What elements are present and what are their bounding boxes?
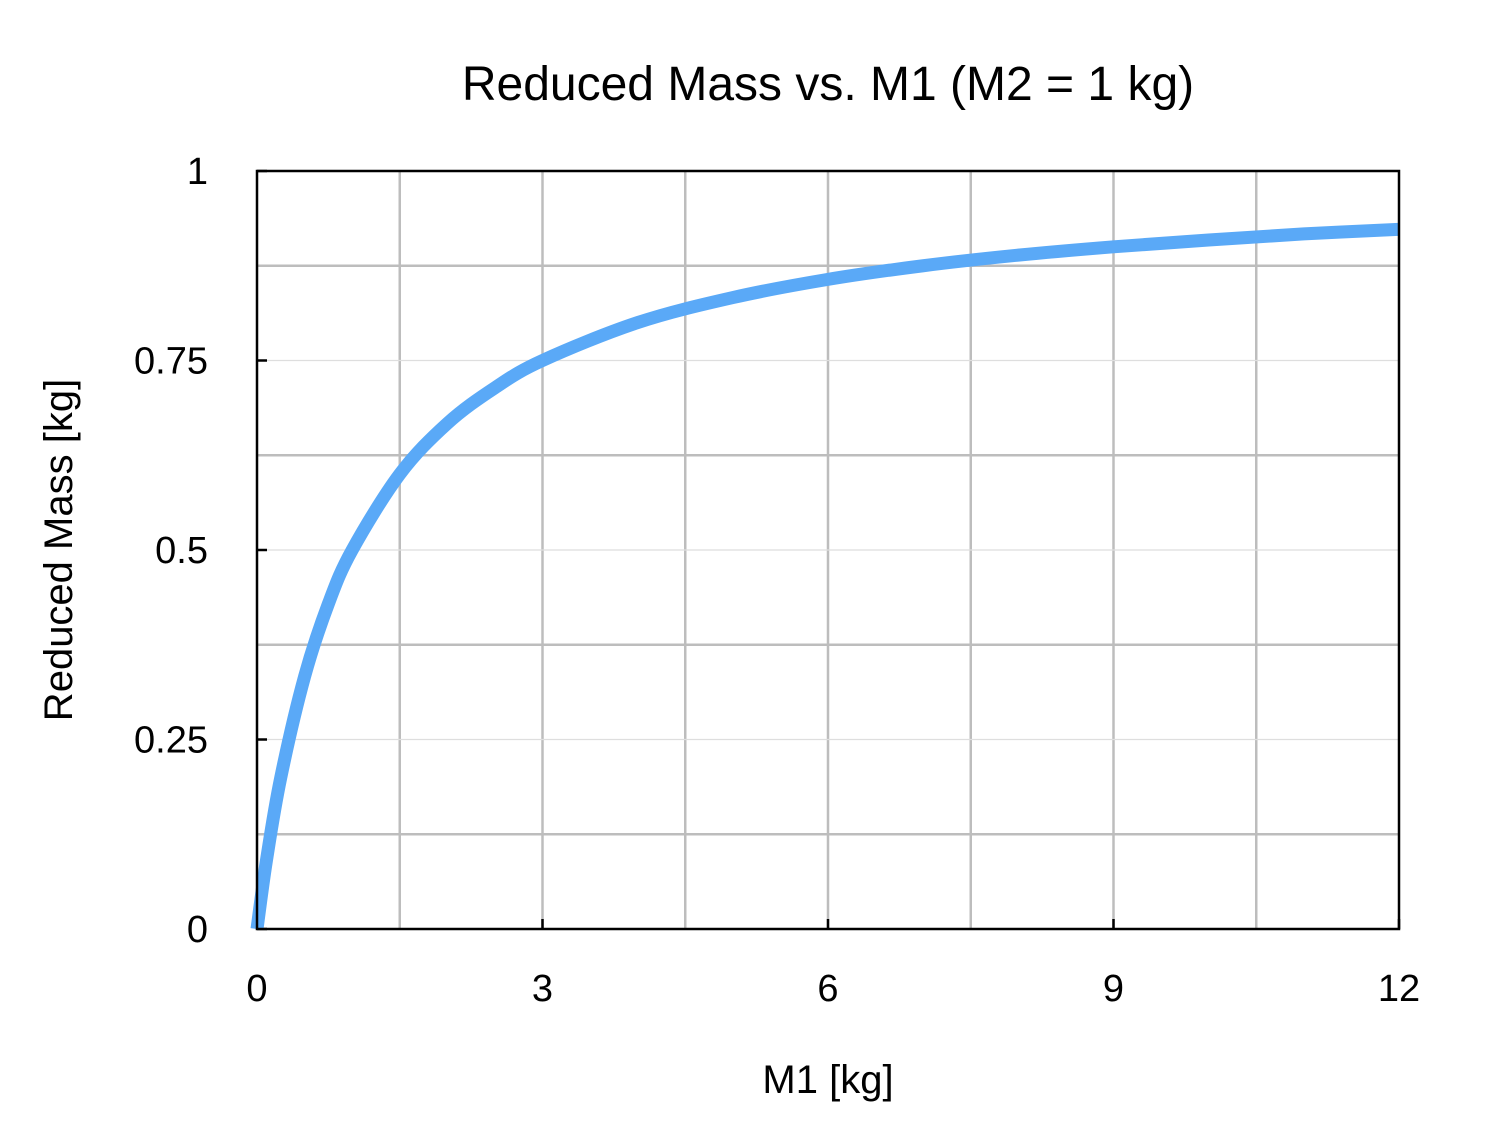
tick-labels: 0 3 6 9 12 0 0.25 0.5 0.75 1 xyxy=(134,151,1420,1010)
series-layer xyxy=(250,222,1400,930)
y-tick-label: 0.5 xyxy=(155,530,208,572)
x-tick-label: 9 xyxy=(1103,968,1124,1010)
chart-title: Reduced Mass vs. M1 (M2 = 1 kg) xyxy=(462,58,1194,111)
y-axis-label: Reduced Mass [kg] xyxy=(37,379,81,721)
y-tick-label: 0.75 xyxy=(134,341,208,383)
y-tick-label: 0 xyxy=(187,909,208,951)
series-line xyxy=(250,222,1400,930)
x-tick-label: 3 xyxy=(532,968,553,1010)
x-tick-label: 0 xyxy=(246,968,267,1010)
grid-lines xyxy=(257,171,1399,929)
plot-frame xyxy=(255,169,1401,931)
y-tick-label: 1 xyxy=(187,151,208,193)
y-tick-label: 0.25 xyxy=(134,720,208,762)
x-tick-label: 6 xyxy=(817,968,838,1010)
x-axis-label: M1 [kg] xyxy=(762,1058,893,1102)
x-tick-label: 12 xyxy=(1378,968,1420,1010)
